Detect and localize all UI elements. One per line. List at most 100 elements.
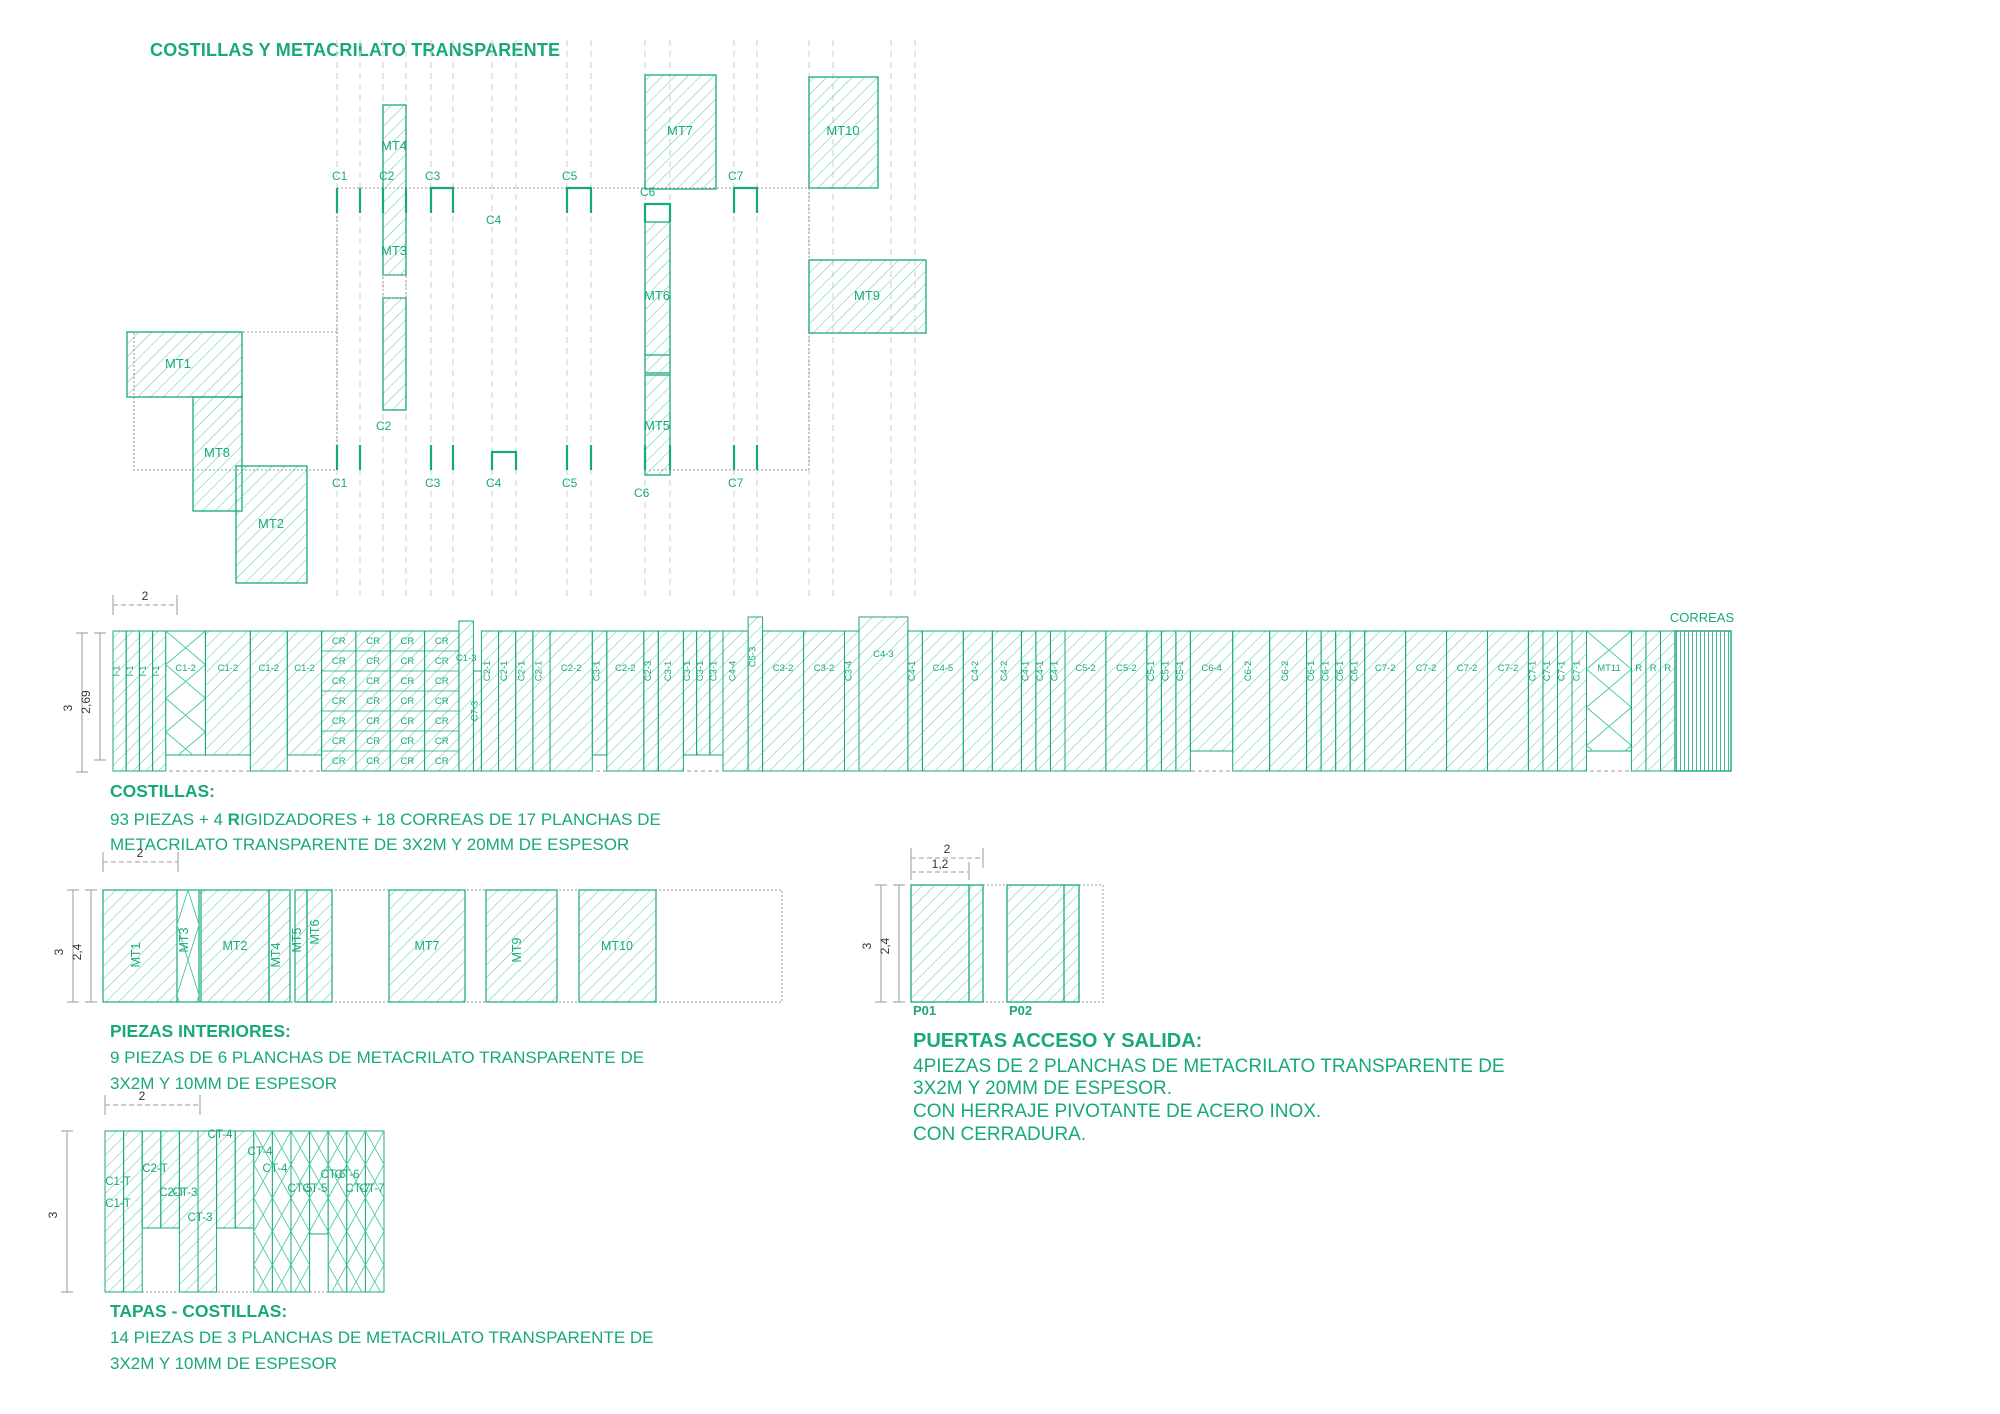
svg-text:1,2: 1,2 — [932, 857, 949, 871]
svg-text:CR: CR — [401, 736, 415, 747]
svg-text:CR: CR — [366, 756, 380, 767]
svg-text:CR: CR — [401, 696, 415, 707]
svg-text:CR: CR — [435, 736, 449, 747]
svg-text:3: 3 — [46, 1211, 60, 1218]
svg-text:C7-2: C7-2 — [1457, 663, 1478, 674]
svg-text:CR: CR — [366, 696, 380, 707]
svg-text:MT11: MT11 — [1597, 663, 1621, 674]
svg-text:CT-3: CT-3 — [173, 1187, 198, 1199]
svg-text:C7-1: C7-1 — [1528, 661, 1539, 682]
svg-text:C3-1: C3-1 — [592, 661, 603, 682]
svg-text:C7: C7 — [728, 476, 744, 490]
svg-text:2,69: 2,69 — [79, 690, 93, 714]
svg-text:C7-2: C7-2 — [1498, 663, 1519, 674]
svg-text:93 PIEZAS + 4 RIGIDZADORES + 1: 93 PIEZAS + 4 RIGIDZADORES + 18 CORREAS … — [110, 810, 661, 829]
svg-text:C3-2: C3-2 — [814, 663, 835, 674]
svg-text:CR: CR — [435, 676, 449, 687]
svg-text:C6-1: C6-1 — [1306, 661, 1317, 682]
svg-text:MT10: MT10 — [601, 939, 633, 953]
svg-text:CR: CR — [401, 676, 415, 687]
svg-text:C2-1: C2-1 — [516, 661, 527, 682]
svg-text:2,4: 2,4 — [878, 937, 892, 954]
svg-text:C1-3: C1-3 — [456, 653, 477, 664]
svg-text:R: R — [1635, 663, 1642, 674]
svg-text:C2-1: C2-1 — [534, 661, 545, 682]
svg-text:R: R — [1650, 663, 1657, 674]
svg-text:CR: CR — [401, 636, 415, 647]
svg-text:CR: CR — [435, 696, 449, 707]
svg-text:9 PIEZAS DE 6 PLANCHAS DE META: 9 PIEZAS DE 6 PLANCHAS DE METACRILATO TR… — [110, 1048, 644, 1067]
svg-text:CR: CR — [332, 736, 346, 747]
svg-text:CR: CR — [435, 656, 449, 667]
svg-text:C1-T: C1-T — [105, 1198, 131, 1210]
svg-text:C4: C4 — [486, 213, 502, 227]
svg-text:MT5: MT5 — [290, 927, 304, 952]
svg-text:C7: C7 — [728, 169, 744, 183]
svg-text:CT-5: CT-5 — [303, 1183, 328, 1195]
svg-text:CR: CR — [435, 756, 449, 767]
svg-text:C6-2: C6-2 — [1243, 661, 1254, 682]
svg-text:C7-1: C7-1 — [1557, 661, 1568, 682]
svg-text:2: 2 — [142, 589, 149, 603]
svg-text:C3-1: C3-1 — [695, 661, 706, 682]
svg-text:C3-2: C3-2 — [773, 663, 794, 674]
svg-text:C5-1: C5-1 — [1161, 661, 1172, 682]
svg-text:C3: C3 — [425, 169, 441, 183]
svg-text:COSTILLAS:: COSTILLAS: — [110, 781, 215, 801]
svg-text:C3-4: C3-4 — [844, 661, 855, 682]
svg-text:C5-1: C5-1 — [1175, 661, 1186, 682]
svg-text:C5-1: C5-1 — [1146, 661, 1157, 682]
svg-text:MT7: MT7 — [415, 939, 440, 953]
svg-text:C6: C6 — [634, 486, 650, 500]
svg-text:MT8: MT8 — [204, 445, 230, 460]
svg-text:CON HERRAJE PIVOTANTE DE ACERO: CON HERRAJE PIVOTANTE DE ACERO INOX. — [913, 1101, 1321, 1122]
svg-text:C2-1: C2-1 — [482, 661, 493, 682]
svg-text:C3-1: C3-1 — [708, 661, 719, 682]
svg-text:2: 2 — [139, 1089, 146, 1103]
svg-text:C2: C2 — [376, 419, 392, 433]
svg-text:CR: CR — [401, 716, 415, 727]
svg-text:MT9: MT9 — [510, 937, 524, 962]
svg-text:C4-1: C4-1 — [1035, 661, 1046, 682]
svg-text:C3-1: C3-1 — [663, 661, 674, 682]
svg-text:C7-2: C7-2 — [1375, 663, 1396, 674]
svg-text:MT2: MT2 — [258, 516, 284, 531]
svg-text:CON CERRADURA.: CON CERRADURA. — [913, 1124, 1086, 1145]
svg-text:P02: P02 — [1009, 1003, 1032, 1018]
svg-text:MT3: MT3 — [177, 927, 191, 952]
svg-text:TAPAS - COSTILLAS:: TAPAS - COSTILLAS: — [110, 1301, 287, 1321]
svg-text:C5: C5 — [562, 169, 578, 183]
svg-text:CR: CR — [332, 716, 346, 727]
svg-text:PIEZAS INTERIORES:: PIEZAS INTERIORES: — [110, 1021, 291, 1041]
svg-text:R: R — [1664, 663, 1671, 674]
svg-text:C1: C1 — [332, 476, 348, 490]
svg-text:MT4: MT4 — [381, 138, 407, 153]
svg-text:CR: CR — [401, 756, 415, 767]
svg-text:C7-3: C7-3 — [469, 701, 480, 722]
svg-text:C5-3: C5-3 — [747, 647, 758, 668]
svg-text:CR: CR — [332, 756, 346, 767]
svg-text:MT6: MT6 — [308, 919, 322, 944]
svg-text:2,4: 2,4 — [70, 943, 84, 960]
svg-text:C4-1: C4-1 — [1021, 661, 1032, 682]
svg-text:CT-4: CT-4 — [208, 1129, 234, 1141]
svg-text:C1-2: C1-2 — [218, 663, 239, 674]
svg-text:3X2M Y 20MM DE ESPESOR.: 3X2M Y 20MM DE ESPESOR. — [913, 1078, 1172, 1099]
svg-text:C7-2: C7-2 — [1416, 663, 1437, 674]
svg-text:CR: CR — [366, 736, 380, 747]
svg-text:C1-2: C1-2 — [294, 663, 315, 674]
svg-text:C4-4: C4-4 — [728, 661, 739, 682]
svg-text:COSTILLAS Y METACRILATO TRANSP: COSTILLAS Y METACRILATO TRANSPARENTE — [150, 40, 560, 60]
svg-text:C4-3: C4-3 — [873, 649, 894, 660]
svg-text:I-1: I-1 — [151, 665, 162, 676]
svg-text:C4-2: C4-2 — [970, 661, 981, 682]
svg-text:CR: CR — [366, 676, 380, 687]
svg-text:MT1: MT1 — [165, 356, 191, 371]
svg-text:C4-1: C4-1 — [907, 661, 918, 682]
svg-text:PUERTAS ACCESO Y SALIDA:: PUERTAS ACCESO Y SALIDA: — [913, 1030, 1202, 1052]
svg-text:C2-2: C2-2 — [561, 663, 582, 674]
svg-text:C6-2: C6-2 — [1280, 661, 1291, 682]
svg-text:CT-6: CT-6 — [335, 1169, 360, 1181]
svg-text:CR: CR — [366, 716, 380, 727]
svg-text:I-1: I-1 — [112, 665, 123, 676]
